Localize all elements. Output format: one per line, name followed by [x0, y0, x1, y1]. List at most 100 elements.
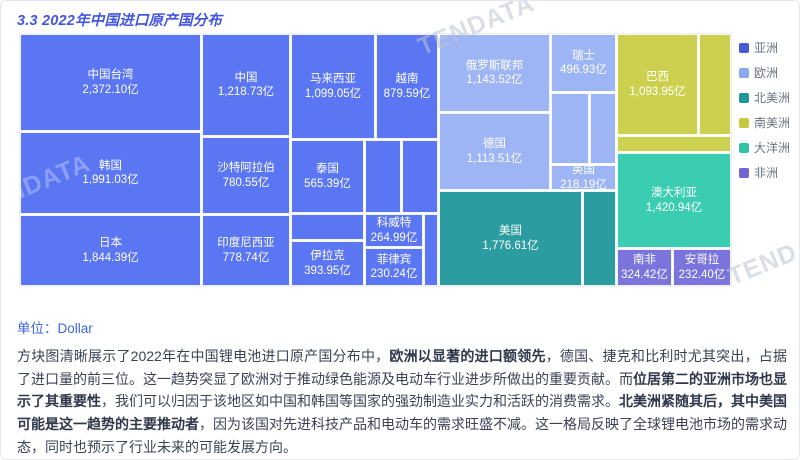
treemap-cell-kuwait[interactable]: 科威特 264.99亿 — [365, 214, 423, 247]
analysis-text-bold: 欧洲以显著的进口额领先 — [389, 348, 546, 364]
cell-country-name: 巴西 — [646, 71, 669, 84]
treemap-cell-japan[interactable]: 日本 1,844.39亿 — [20, 215, 201, 286]
treemap-cell-switzerland[interactable]: 瑞士 496.93亿 — [551, 34, 616, 92]
cell-country-value: 1,093.95亿 — [629, 85, 686, 98]
treemap-cell-other-asia-1[interactable] — [365, 140, 401, 213]
unit-caption: 单位： — [17, 321, 58, 336]
legend-item-europe[interactable]: 欧洲 — [739, 64, 790, 81]
analysis-text: 方块图清晰展示了2022年在中国锂电池进口原产国分布中， — [17, 348, 390, 364]
cell-country-name: 泰国 — [316, 163, 339, 176]
analysis-text-bold: 位居第二的亚洲市场也显示了其重要性 — [17, 370, 787, 410]
treemap-cell-brazil[interactable]: 巴西 1,093.95亿 — [617, 34, 698, 135]
treemap-cell-usa[interactable]: 美国 1,776.61亿 — [439, 191, 582, 286]
cell-country-value: 1,844.39亿 — [82, 251, 139, 264]
treemap-cell-other-europe-1[interactable] — [551, 93, 589, 164]
legend-label: 非洲 — [754, 166, 779, 180]
treemap-cell-taiwan-china[interactable]: 中国台湾 2,372.10亿 — [20, 34, 201, 131]
analysis-text: ，我们可以归因于该地区如中国和韩国等国家的强劲制造业实力和活跃的消费需求。 — [101, 393, 619, 410]
treemap-cell-angola[interactable]: 安哥拉 232.40亿 — [673, 249, 731, 286]
cell-country-name: 伊拉克 — [310, 250, 345, 263]
legend-swatch-asia — [739, 42, 749, 53]
cell-country-value: 2,372.10亿 — [82, 83, 139, 96]
cell-country-value: 1,218.73亿 — [217, 86, 275, 98]
cell-country-value: 1,143.52亿 — [466, 74, 523, 86]
treemap-cell-iraq[interactable]: 伊拉克 393.95亿 — [291, 241, 364, 286]
legend-item-asia[interactable]: 亚洲 — [739, 39, 790, 56]
treemap-cell-other-asia-3[interactable] — [291, 214, 364, 240]
analysis-text: ，德国、捷克和比利时尤其突出，占据了进口量的前三位。这一趋势突显了欧洲对于推动绿… — [17, 348, 787, 387]
treemap-cell-russia[interactable]: 俄罗斯联邦 1,143.52亿 — [439, 34, 550, 112]
legend-label: 南美洲 — [754, 116, 791, 130]
treemap-cell-philippines[interactable]: 菲律宾 230.24亿 — [365, 248, 423, 286]
cell-country-name: 澳大利亚 — [651, 187, 697, 200]
watermark-bottom: TENDATA — [724, 219, 800, 292]
cell-country-value: 393.95亿 — [304, 264, 351, 277]
legend-label: 亚洲 — [754, 41, 779, 55]
unit-value: Dollar — [57, 321, 93, 336]
treemap-cell-thailand[interactable]: 泰国 565.39亿 — [291, 140, 364, 213]
legend-item-africa[interactable]: 非洲 — [739, 164, 790, 181]
treemap-cell-vietnam[interactable]: 越南 879.59亿 — [376, 34, 438, 139]
analysis-text: ，因为该国对先进科技产品和电动车的需求旺盛不减。这一格局反映了全球锂电池市场的需… — [17, 416, 787, 455]
cell-country-name: 美国 — [499, 225, 522, 238]
cell-country-value: 780.55亿 — [222, 176, 270, 189]
cell-country-name: 马来西亚 — [310, 73, 356, 86]
analysis-text-bold: 北美洲紧随其后，其中美国可能是这一趋势的主要推动者 — [17, 393, 787, 433]
cell-country-name: 俄罗斯联邦 — [465, 59, 524, 72]
unit-label: 单位：Dollar — [17, 317, 93, 337]
treemap-cell-other-europe-2[interactable] — [590, 93, 616, 164]
treemap-cell-uk[interactable]: 英国 218.19亿 — [551, 164, 616, 191]
treemap-chart: 中国台湾 2,372.10亿 韩国 1,991.03亿 日本 1,844.39亿 中国 1,2… — [19, 33, 732, 287]
treemap-cell-malaysia[interactable]: 马来西亚 1,099.05亿 — [291, 34, 375, 139]
cell-country-name: 瑞士 — [572, 49, 595, 62]
legend-label: 欧洲 — [754, 66, 779, 80]
treemap-cell-other-asia-4[interactable] — [424, 214, 438, 286]
legend-item-south-america[interactable]: 南美洲 — [739, 114, 790, 131]
cell-country-value: 218.19亿 — [560, 178, 607, 191]
cell-country-name: 德国 — [483, 138, 506, 151]
treemap-cell-other-asia-2[interactable] — [402, 140, 438, 213]
page-title: 3.3 2022年中国进口原产国分布 — [17, 13, 223, 29]
cell-country-value: 1,113.51亿 — [466, 152, 523, 165]
cell-country-value: 1,776.61亿 — [482, 239, 539, 252]
legend-swatch-north-america — [739, 92, 749, 103]
cell-country-name: 南非 — [633, 254, 656, 267]
legend-item-north-america[interactable]: 北美洲 — [739, 89, 790, 106]
legend-label: 北美洲 — [754, 91, 791, 105]
treemap-cell-germany[interactable]: 德国 1,113.51亿 — [439, 113, 550, 190]
treemap-cell-other-samerica-1[interactable] — [699, 34, 731, 135]
cell-country-name: 沙特阿拉伯 — [217, 162, 275, 175]
cell-country-value: 1,420.94亿 — [645, 201, 703, 214]
cell-country-value: 496.93亿 — [560, 64, 607, 76]
cell-country-value: 324.42亿 — [621, 268, 668, 281]
cell-country-name: 韩国 — [99, 159, 122, 172]
treemap-cell-south-korea[interactable]: 韩国 1,991.03亿 — [20, 132, 201, 214]
legend-swatch-africa — [739, 167, 749, 178]
treemap-cell-indonesia[interactable]: 印度尼西亚 778.74亿 — [202, 215, 290, 286]
legend-swatch-europe — [739, 67, 749, 78]
cell-country-name: 科威特 — [376, 217, 412, 230]
cell-country-name: 菲律宾 — [376, 253, 412, 266]
treemap-cell-other-namerica[interactable] — [583, 191, 616, 286]
treemap-cell-south-africa[interactable]: 南非 324.42亿 — [617, 249, 672, 286]
legend-swatch-oceania — [739, 142, 749, 153]
treemap-cell-australia[interactable]: 澳大利亚 1,420.94亿 — [617, 153, 731, 248]
legend-label: 大洋洲 — [754, 141, 791, 155]
cell-country-value: 565.39亿 — [304, 177, 351, 190]
treemap-cell-other-samerica-2[interactable] — [617, 136, 731, 152]
cell-country-value: 1,099.05亿 — [304, 87, 362, 100]
treemap-cell-saudi-arabia[interactable]: 沙特阿拉伯 780.55亿 — [202, 137, 290, 214]
chart-legend: 亚洲欧洲北美洲南美洲大洋洲非洲 — [739, 39, 790, 181]
cell-country-value: 230.24亿 — [370, 268, 418, 280]
cell-country-name: 日本 — [99, 237, 122, 250]
cell-country-value: 778.74亿 — [222, 251, 270, 264]
treemap-cell-china[interactable]: 中国 1,218.73亿 — [202, 34, 290, 136]
cell-country-name: 中国台湾 — [87, 69, 134, 82]
analysis-paragraph: 方块图清晰展示了2022年在中国锂电池进口原产国分布中，欧洲以显著的进口额领先，… — [17, 345, 787, 458]
cell-country-value: 232.40亿 — [678, 268, 726, 281]
legend-item-oceania[interactable]: 大洋洲 — [739, 139, 790, 156]
cell-country-name: 安哥拉 — [684, 254, 720, 267]
cell-country-name: 英国 — [572, 164, 595, 177]
cell-country-value: 1,991.03亿 — [82, 174, 139, 186]
